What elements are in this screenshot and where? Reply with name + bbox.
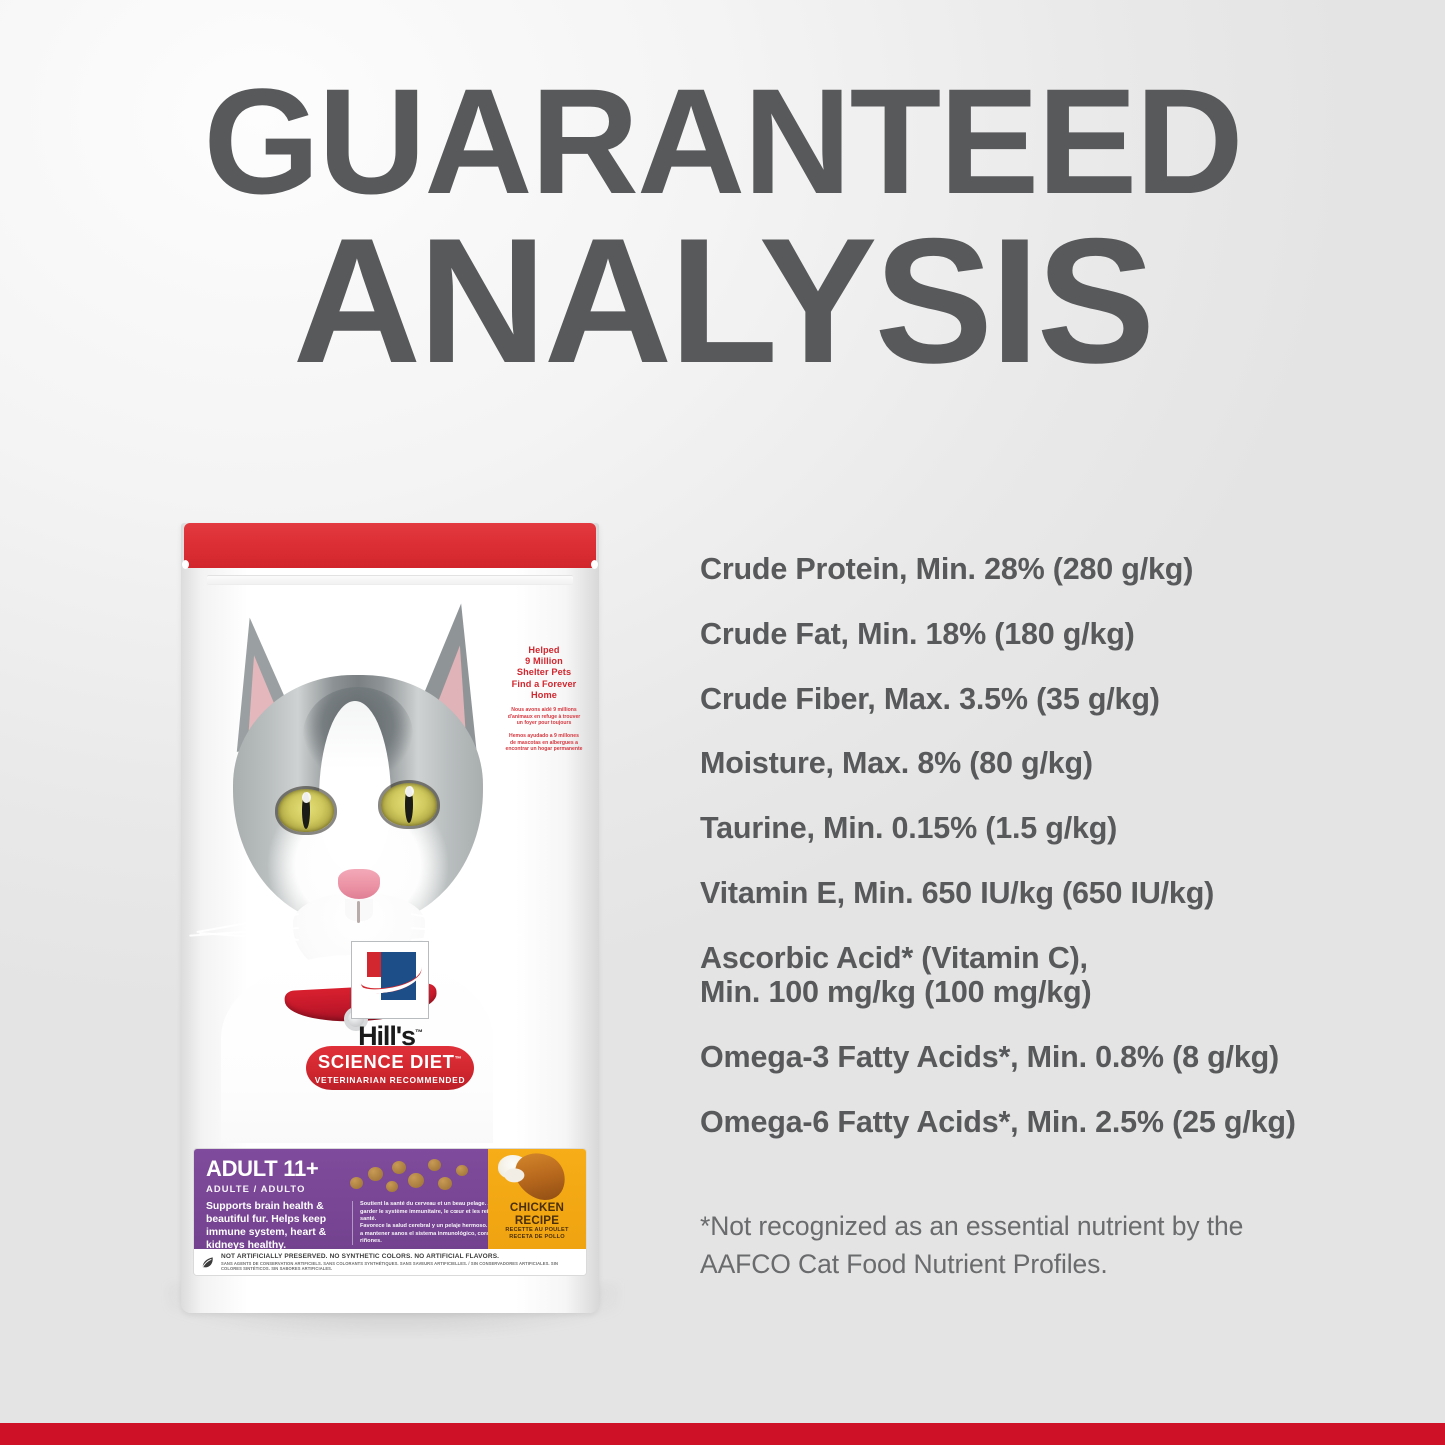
life-stage-title: ADULT 11+	[206, 1156, 319, 1181]
cat-nose	[338, 869, 380, 899]
leaf-icon	[202, 1257, 213, 1268]
cat-mouth-line	[357, 901, 360, 923]
nutrient-row: Crude Fiber, Max. 3.5% (35 g/kg)	[700, 681, 1160, 716]
hills-logo: Hill's™ SCIENCE DIET™ VETERINARIAN RECOM…	[306, 941, 474, 1090]
nutrient-row: Omega-6 Fatty Acids*, Min. 2.5% (25 g/kg…	[700, 1104, 1296, 1139]
shelter-pets-claim: Helped 9 Million Shelter Pets Find a For…	[499, 645, 589, 753]
science-diet-band-title: SCIENCE DIET™	[318, 1051, 462, 1073]
label-claims-strip: NOT ARTIFICIALLY PRESERVED. NO SYNTHETIC…	[194, 1249, 586, 1275]
nutrient-row: Vitamin E, Min. 650 IU/kg (650 IU/kg)	[700, 875, 1215, 910]
life-stage-alt-title: ADULTE / ADULTO	[206, 1183, 306, 1194]
nutrient-row: Crude Fat, Min. 18% (180 g/kg)	[700, 616, 1135, 651]
flavor-name-alt: RECETTE AU POULET RECETA DE POLLO	[505, 1227, 569, 1241]
guaranteed-analysis-list: Crude Protein, Min. 28% (280 g/kg) Crude…	[700, 552, 1400, 1170]
nutrient-row: Omega-3 Fatty Acids*, Min. 0.8% (8 g/kg)	[700, 1040, 1279, 1075]
cat-left-eye	[275, 786, 337, 835]
bag-zipper-line	[207, 575, 573, 585]
page-title-line-1: GUARANTEED	[203, 57, 1243, 225]
claims-text-alt: SANS AGENTS DE CONSERVATION ARTIFICIELS.…	[221, 1261, 559, 1272]
benefit-claim-english: Supports brain health & beautiful fur. H…	[206, 1201, 327, 1252]
bag-body: Helped 9 Million Shelter Pets Find a For…	[181, 523, 599, 1313]
science-diet-band: SCIENCE DIET™ VETERINARIAN RECOMMENDED	[306, 1046, 474, 1090]
kibble-icon	[346, 1155, 474, 1195]
label-claims-text-block: NOT ARTIFICIALLY PRESERVED. NO SYNTHETIC…	[221, 1253, 580, 1272]
benefit-claim-spanish: Favorece la salud cerebral y un pelaje h…	[360, 1223, 506, 1245]
bag-red-top-strip	[182, 523, 598, 569]
hills-mark-blue-square-2	[393, 975, 416, 1000]
product-bag-image: Helped 9 Million Shelter Pets Find a For…	[167, 523, 619, 1335]
footnote-text: *Not recognized as an essential nutrient…	[700, 1211, 1244, 1279]
shelter-claim-french: Nous avons aidé 9 millions d'animaux en …	[507, 707, 581, 727]
nutrient-row: Taurine, Min. 0.15% (1.5 g/kg)	[700, 811, 1118, 846]
cat-left-eye-rim	[275, 786, 337, 835]
product-label-panel: ADULT 11+ ADULTE / ADULTO Supports brain…	[193, 1148, 587, 1276]
science-diet-tm: ™	[454, 1055, 463, 1063]
nutrient-row: Moisture, Max. 8% (80 g/kg)	[700, 746, 1093, 781]
benefit-claim-french: Soutient la santé du cerveau et un beau …	[360, 1201, 505, 1223]
hills-h-mark	[351, 941, 429, 1019]
page-title-line-2: ANALYSIS	[292, 200, 1156, 400]
nutrient-row: Crude Protein, Min. 28% (280 g/kg)	[700, 552, 1194, 586]
flavor-name: CHICKEN RECIPE	[509, 1201, 565, 1227]
shelter-claim-spanish: Hemos ayudado a 9 millones de mascotas e…	[505, 732, 583, 753]
label-vertical-divider	[352, 1201, 353, 1245]
shelter-claim-headline: Helped 9 Million Shelter Pets Find a For…	[511, 645, 577, 700]
label-purple-section: ADULT 11+ ADULTE / ADULTO Supports brain…	[194, 1149, 506, 1252]
hills-wordmark-tm: ™	[414, 1028, 423, 1037]
claims-text-english: NOT ARTIFICIALLY PRESERVED. NO SYNTHETIC…	[221, 1252, 500, 1260]
label-main-row: ADULT 11+ ADULTE / ADULTO Supports brain…	[194, 1149, 586, 1252]
label-orange-section: CHICKEN RECIPE RECETTE AU POULET RECETA …	[488, 1149, 586, 1249]
cat-right-eye	[378, 780, 440, 829]
science-diet-text: SCIENCE DIET	[317, 1051, 455, 1072]
cat-right-eye-rim	[378, 780, 440, 829]
bottom-red-bar	[0, 1423, 1445, 1445]
science-diet-band-subtitle: VETERINARIAN RECOMMENDED	[314, 1075, 466, 1085]
page-title: GUARANTEED ANALYSIS	[0, 57, 1445, 400]
nutrient-row: Ascorbic Acid* (Vitamin C), Min. 100 mg/…	[700, 940, 1092, 1010]
cat-whisker	[199, 932, 300, 941]
cat-face-blaze	[319, 701, 391, 871]
